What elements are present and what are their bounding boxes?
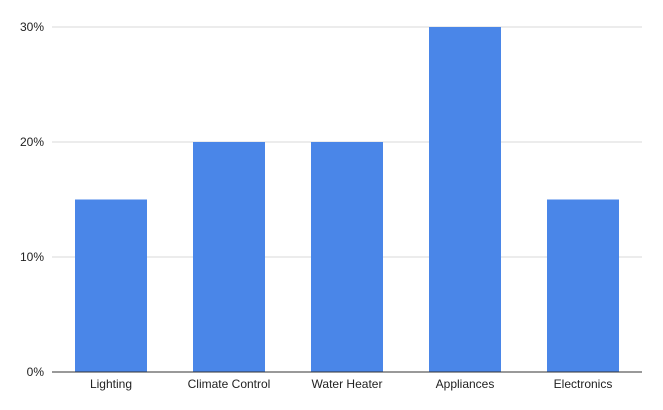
bar-climate-control [193,142,265,372]
y-tick-label: 10% [20,250,44,264]
bar-electronics [547,199,619,372]
bar-appliances [429,27,501,372]
bars [75,27,619,372]
y-tick-label: 0% [27,365,45,379]
x-category-label: Appliances [436,377,495,391]
x-category-label: Climate Control [188,377,271,391]
y-axis-tick-labels: 0% 10% 20% 30% [20,20,44,379]
y-tick-label: 30% [20,20,44,34]
x-category-label: Lighting [90,377,132,391]
x-axis-category-labels: Lighting Climate Control Water Heater Appli… [90,377,612,391]
y-tick-label: 20% [20,135,44,149]
x-category-label: Electronics [554,377,613,391]
bar-water-heater [311,142,383,372]
bar-lighting [75,199,147,372]
x-category-label: Water Heater [312,377,383,391]
